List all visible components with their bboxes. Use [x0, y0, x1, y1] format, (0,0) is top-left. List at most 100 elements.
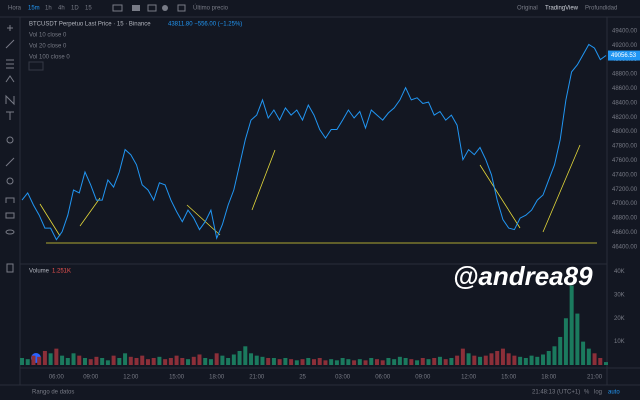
measure-tool[interactable]	[5, 157, 15, 167]
volume-bar	[340, 357, 345, 365]
volume-bar	[271, 357, 276, 365]
volume-bar	[581, 341, 586, 365]
scale-option[interactable]: log	[594, 390, 602, 396]
emoji-tool[interactable]	[6, 136, 14, 144]
volume-bar	[535, 356, 540, 365]
volume-bar	[541, 354, 546, 365]
fib-tool[interactable]	[6, 59, 14, 69]
chart-type-icon[interactable]	[132, 5, 140, 11]
volume-bar	[117, 357, 122, 365]
volume-bar	[65, 357, 70, 365]
volume-bar	[231, 354, 236, 365]
indicator: Vol 20 close 0	[29, 44, 67, 50]
text-tool[interactable]	[6, 111, 14, 120]
trendline-tool[interactable]	[5, 39, 15, 49]
y-tick-label: 30K	[614, 292, 625, 298]
y-tick-label: 49400.00	[612, 28, 638, 34]
volume-bar	[420, 357, 425, 365]
volume-bar	[592, 353, 597, 365]
volume-bar	[203, 357, 208, 365]
volume-bar	[397, 356, 402, 365]
toolbar-item[interactable]: 15	[85, 6, 92, 12]
volume-bar	[88, 359, 93, 365]
volume-bar	[369, 357, 374, 365]
toolbar-item[interactable]: 1h	[45, 6, 52, 12]
scale-option[interactable]: %	[584, 390, 590, 396]
toolbar-item[interactable]: 1D	[71, 6, 79, 12]
lock-tool[interactable]	[5, 212, 15, 219]
x-tick-label: 21:00	[249, 375, 265, 381]
volume-bar	[277, 359, 282, 365]
view-tab[interactable]: Profundidad	[585, 6, 617, 12]
volume-bar	[603, 362, 609, 365]
volume-bar	[140, 355, 145, 365]
scale-option[interactable]: auto	[608, 390, 620, 396]
y-tick-label: 49200.00	[612, 43, 638, 49]
x-tick-label: 15:00	[169, 375, 185, 381]
volume-bar	[495, 350, 500, 365]
magnet-tool[interactable]	[5, 197, 15, 203]
toolbar-item[interactable]: 4h	[58, 6, 65, 12]
volume-bar	[311, 359, 317, 365]
volume-bar	[426, 359, 431, 365]
volume-bar	[243, 346, 248, 365]
volume-bar	[168, 357, 173, 365]
volume-bar	[174, 355, 179, 365]
volume-bar	[512, 355, 517, 365]
y-tick-label: 46800.00	[612, 216, 638, 222]
volume-bar	[374, 359, 379, 365]
volume-bar	[111, 355, 116, 365]
volume-bar	[25, 359, 30, 365]
volume-bar	[151, 357, 156, 365]
arrow	[542, 144, 581, 233]
volume-bar	[472, 355, 477, 365]
volume-bar	[42, 350, 47, 365]
volume-bar	[529, 355, 534, 365]
x-tick-label: 12:00	[123, 375, 139, 381]
volume-bar	[260, 356, 265, 365]
arrow	[79, 197, 101, 227]
volume-bar	[586, 348, 591, 365]
zoom-tool[interactable]	[6, 177, 14, 185]
volume-bar	[145, 359, 150, 365]
trash-tool[interactable]	[6, 263, 14, 273]
settings-icon[interactable]	[112, 4, 123, 12]
volume-bar	[386, 357, 391, 365]
collapse-button[interactable]	[28, 61, 44, 71]
volume-bar	[37, 356, 42, 365]
volume-bar	[323, 360, 328, 365]
y-tick-label: 46600.00	[612, 230, 638, 236]
volume-title: Volume	[29, 269, 50, 275]
brush-tool[interactable]	[5, 75, 15, 83]
x-tick-label: 12:00	[461, 375, 477, 381]
volume-bar	[403, 357, 408, 365]
view-tab[interactable]: Original	[517, 6, 538, 12]
volume-bar	[437, 356, 442, 365]
volume-bar	[19, 357, 25, 365]
y-tick-label: 47600.00	[612, 158, 638, 164]
range-button[interactable]: Rango de datos	[32, 390, 74, 396]
view-tab[interactable]: TradingView	[545, 6, 579, 12]
y-tick-label: 48400.00	[612, 100, 638, 106]
y-tick-label: 48800.00	[612, 72, 638, 78]
volume-bar	[523, 357, 528, 365]
toolbar-item[interactable]: Hora	[8, 6, 22, 12]
volume-bar	[283, 357, 288, 365]
volume-bar	[289, 359, 294, 365]
volume-bar	[478, 356, 483, 365]
toolbar-item[interactable]: 15m	[28, 6, 40, 12]
fullscreen-icon[interactable]	[177, 4, 186, 12]
volume-bar	[306, 357, 311, 365]
user-drawings	[39, 144, 597, 244]
pattern-tool[interactable]	[5, 94, 15, 106]
price-menu[interactable]: Último precio	[193, 5, 229, 12]
volume-bar	[220, 355, 225, 365]
visibility-tool[interactable]	[5, 229, 15, 235]
camera-icon[interactable]	[162, 5, 168, 11]
y-tick-label: 20K	[614, 316, 625, 322]
volume-bar	[123, 353, 128, 365]
crosshair-tool[interactable]	[7, 25, 13, 31]
indicators-icon[interactable]	[147, 4, 157, 12]
volume-bar	[506, 353, 511, 365]
